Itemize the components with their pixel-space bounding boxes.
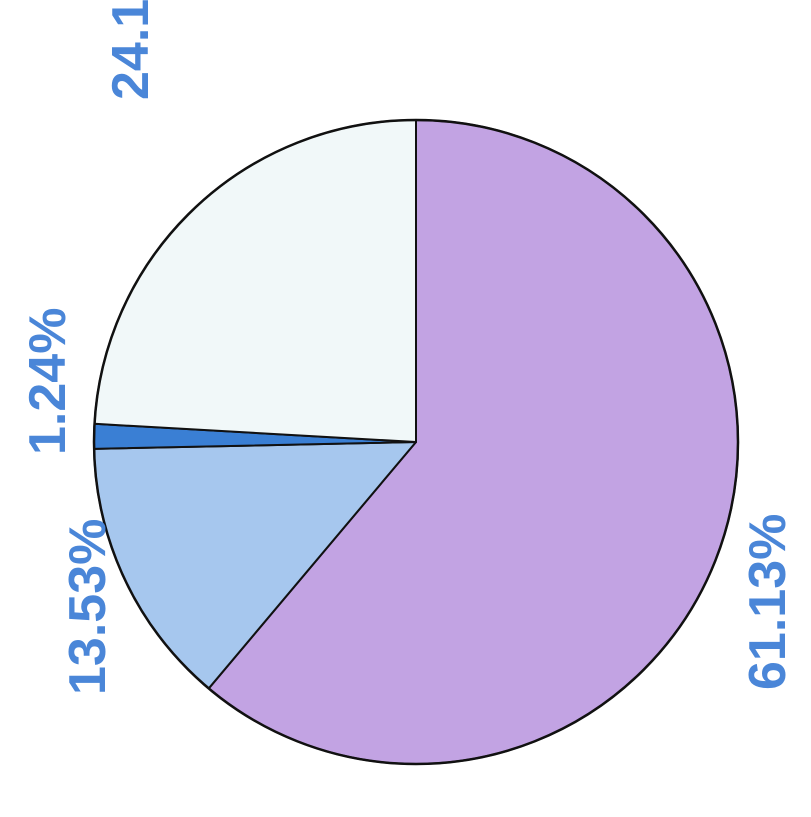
pie-outline xyxy=(92,118,740,766)
pie-labels: 61.13% 13.53% 1.24% 24.10% xyxy=(19,0,797,695)
pie-slice-4 xyxy=(93,119,417,443)
slice-label-3: 1.24% xyxy=(19,308,77,455)
pie-slices xyxy=(92,119,739,765)
slice-label-1: 61.13% xyxy=(739,514,797,690)
slice-label-2: 13.53% xyxy=(59,519,117,695)
slice-label-4: 24.10% xyxy=(102,0,160,100)
